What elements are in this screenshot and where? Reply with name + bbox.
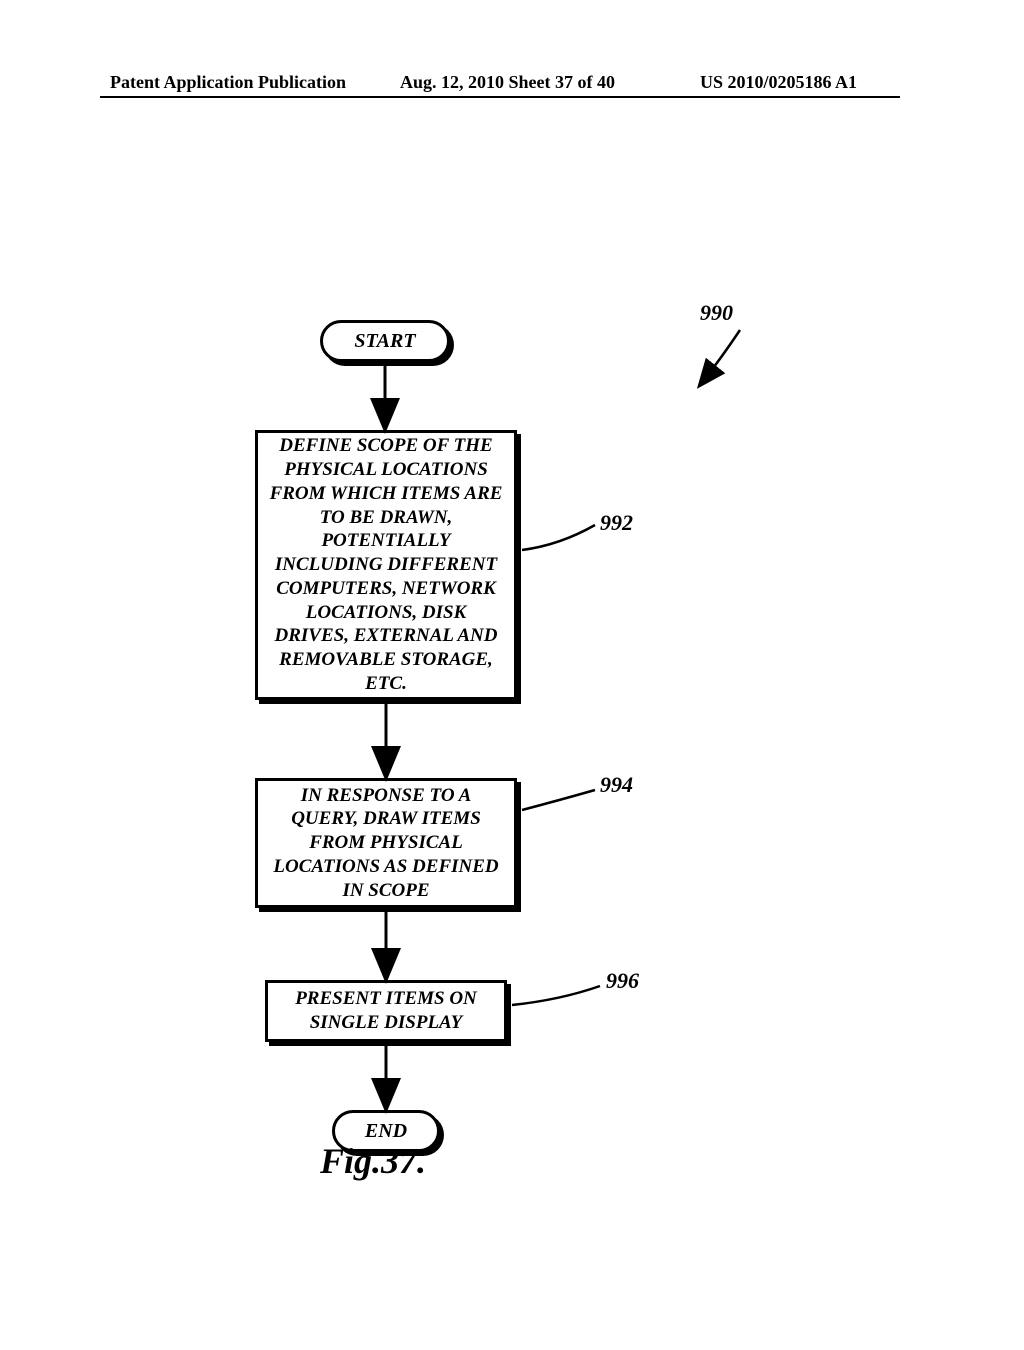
connector-layer (0, 150, 1024, 1350)
header-center: Aug. 12, 2010 Sheet 37 of 40 (400, 72, 615, 93)
header-rule (100, 96, 900, 98)
leader-996 (512, 986, 600, 1005)
leader-992 (522, 525, 595, 550)
header-left: Patent Application Publication (110, 72, 346, 93)
header-right: US 2010/0205186 A1 (700, 72, 857, 93)
figure-caption: Fig.37. (320, 1140, 426, 1182)
leader-994 (522, 790, 595, 810)
leader-990 (700, 330, 740, 385)
